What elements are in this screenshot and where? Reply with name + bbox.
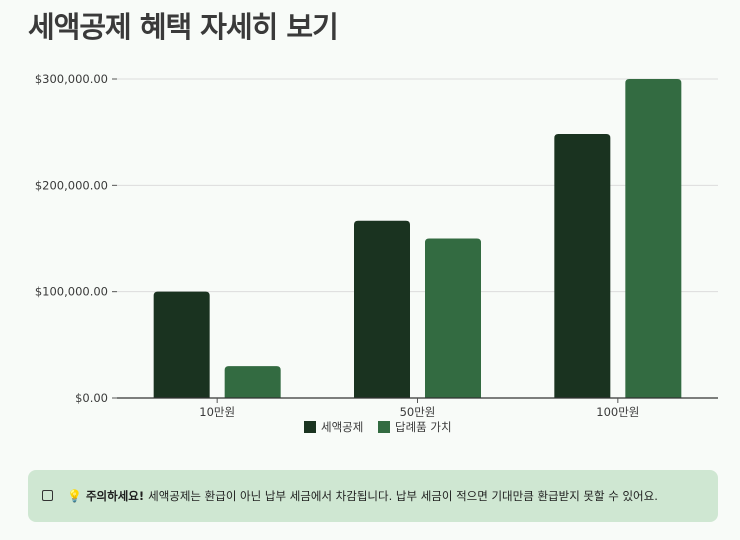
bar-tax-credit[interactable] bbox=[153, 291, 210, 398]
bar-tax-credit[interactable] bbox=[554, 133, 611, 398]
bar-gift-value[interactable] bbox=[425, 238, 481, 399]
bar-gift-value[interactable] bbox=[625, 79, 682, 398]
grid-lines bbox=[117, 78, 718, 293]
notice-message: 세액공제는 환급이 아닌 납부 세금에서 차감됩니다. 납부 세금이 적으면 기… bbox=[148, 489, 658, 503]
legend-label: 답례품 가치 bbox=[395, 420, 452, 434]
legend-label: 세액공제 bbox=[321, 420, 363, 434]
bar-chart: $0.00 $100,000.00 $200,000.00 $300,000.00 1… bbox=[0, 60, 740, 440]
legend-swatch bbox=[304, 421, 316, 433]
y-axis-ticks: $0.00 $100,000.00 $200,000.00 $300,000.00 bbox=[35, 72, 117, 405]
lightbulb-icon: 💡 bbox=[67, 489, 82, 503]
x-tick-label: 10만원 bbox=[199, 405, 235, 419]
y-tick-label: $0.00 bbox=[75, 391, 108, 405]
y-tick-label: $300,000.00 bbox=[35, 72, 108, 86]
x-tick-label: 100만원 bbox=[596, 405, 639, 419]
bar-tax-credit[interactable] bbox=[354, 220, 410, 398]
legend: 세액공제 답례품 가치 bbox=[304, 420, 452, 434]
page-title: 세액공제 혜택 자세히 보기 bbox=[28, 10, 339, 44]
notice-title: 주의하세요! bbox=[85, 489, 145, 503]
note-icon bbox=[42, 489, 53, 501]
chart-svg: $0.00 $100,000.00 $200,000.00 $300,000.00 1… bbox=[35, 72, 718, 434]
bar-gift-value[interactable] bbox=[224, 366, 281, 398]
bars bbox=[153, 79, 682, 399]
x-axis-ticks: 10만원 50만원 100만원 bbox=[199, 398, 639, 419]
y-tick-label: $100,000.00 bbox=[35, 285, 108, 299]
y-tick-label: $200,000.00 bbox=[35, 178, 108, 192]
notice-box: 💡 주의하세요! 세액공제는 환급이 아닌 납부 세금에서 차감됩니다. 납부 … bbox=[28, 470, 718, 522]
legend-swatch bbox=[378, 421, 390, 433]
x-tick-label: 50만원 bbox=[400, 405, 436, 419]
